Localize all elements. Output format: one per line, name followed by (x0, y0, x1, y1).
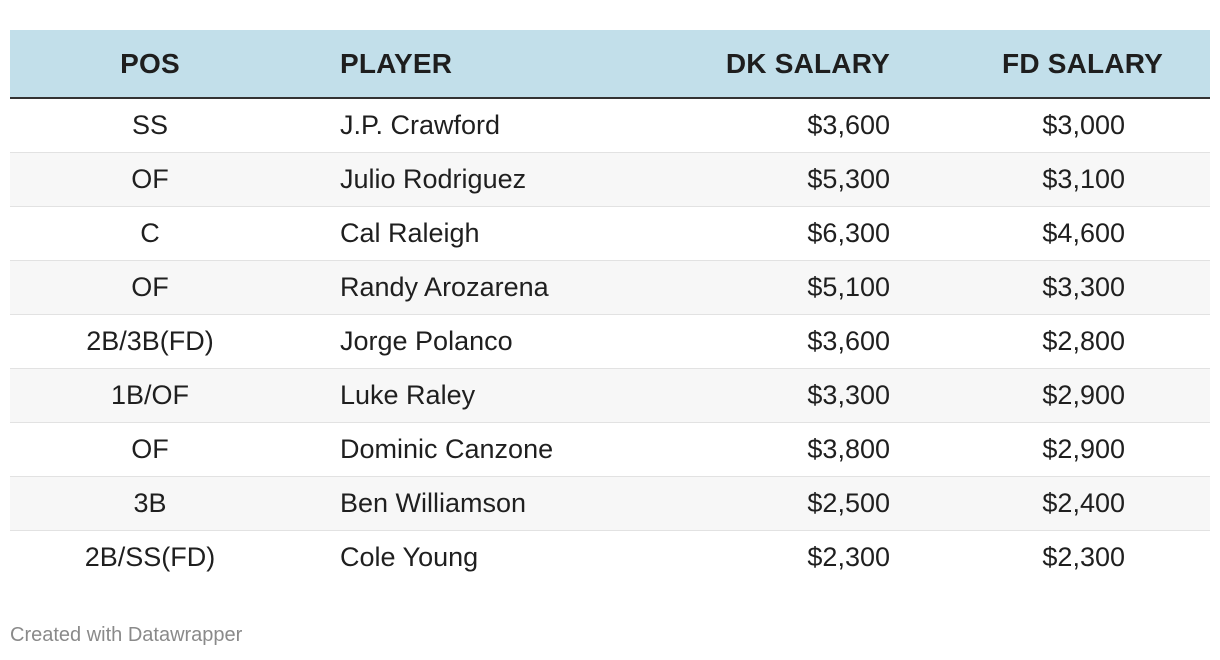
cell-pos: 1B/OF (10, 368, 290, 423)
table-row: SS J.P. Crawford $3,600 $3,000 (10, 98, 1210, 153)
cell-pos: OF (10, 422, 290, 477)
cell-dk-salary: $3,300 (590, 368, 890, 423)
cell-dk-salary: $6,300 (590, 206, 890, 261)
cell-player: Julio Rodriguez (290, 152, 590, 207)
cell-pos: 2B/3B(FD) (10, 314, 290, 369)
table-row: OF Julio Rodriguez $5,300 $3,100 (10, 152, 1210, 207)
cell-player: Jorge Polanco (290, 314, 590, 369)
header-pos[interactable]: POS (10, 30, 290, 99)
cell-dk-salary: $5,300 (590, 152, 890, 207)
cell-pos: OF (10, 260, 290, 315)
cell-fd-salary: $3,000 (890, 98, 1210, 153)
cell-player: Luke Raley (290, 368, 590, 423)
cell-dk-salary: $3,600 (590, 98, 890, 153)
cell-pos: OF (10, 152, 290, 207)
table-row: 2B/SS(FD) Cole Young $2,300 $2,300 (10, 530, 1210, 584)
table-row: C Cal Raleigh $6,300 $4,600 (10, 206, 1210, 261)
cell-dk-salary: $5,100 (590, 260, 890, 315)
cell-fd-salary: $3,300 (890, 260, 1210, 315)
table-row: 3B Ben Williamson $2,500 $2,400 (10, 476, 1210, 531)
cell-player: Ben Williamson (290, 476, 590, 531)
cell-player: Cole Young (340, 541, 479, 572)
header-row: POS PLAYER DK SALARY FD SALARY (10, 30, 1210, 99)
cell-fd-salary: $2,300 (1042, 541, 1125, 572)
header-player[interactable]: PLAYER (290, 30, 590, 99)
cell-fd-salary: $2,900 (890, 368, 1210, 423)
cell-fd-salary: $2,900 (890, 422, 1210, 477)
table-row: 2B/3B(FD) Jorge Polanco $3,600 $2,800 (10, 314, 1210, 369)
table-row: OF Dominic Canzone $3,800 $2,900 (10, 422, 1210, 477)
cell-player: Cal Raleigh (290, 206, 590, 261)
cell-player: Dominic Canzone (290, 422, 590, 477)
cell-pos: 3B (10, 476, 290, 531)
cell-dk-salary: $3,800 (590, 422, 890, 477)
cell-fd-salary: $3,100 (890, 152, 1210, 207)
cell-dk-salary: $3,600 (590, 314, 890, 369)
salary-table-container: POS PLAYER DK SALARY FD SALARY SS J.P. Cr… (10, 30, 1210, 584)
cell-player: J.P. Crawford (290, 98, 590, 153)
header-fd-salary[interactable]: FD SALARY (890, 30, 1210, 99)
datawrapper-credit: Created with Datawrapper (10, 624, 243, 646)
cell-player: Randy Arozarena (290, 260, 590, 315)
cell-pos: SS (10, 98, 290, 153)
table-header: POS PLAYER DK SALARY FD SALARY (10, 30, 1210, 99)
cell-fd-salary: $4,600 (890, 206, 1210, 261)
salary-table: POS PLAYER DK SALARY FD SALARY SS J.P. Cr… (10, 30, 1210, 584)
cell-fd-salary: $2,400 (890, 476, 1210, 531)
header-dk-salary[interactable]: DK SALARY (590, 30, 890, 99)
cell-dk-salary: $2,300 (807, 541, 890, 572)
table-row: OF Randy Arozarena $5,100 $3,300 (10, 260, 1210, 315)
table-body: SS J.P. Crawford $3,600 $3,000 OF Julio Rodri… (10, 98, 1210, 584)
cell-pos: C (10, 206, 290, 261)
cell-pos: 2B/SS(FD) (84, 541, 216, 572)
cell-fd-salary: $2,800 (890, 314, 1210, 369)
cell-dk-salary: $2,500 (590, 476, 890, 531)
table-row: 1B/OF Luke Raley $3,300 $2,900 (10, 368, 1210, 423)
